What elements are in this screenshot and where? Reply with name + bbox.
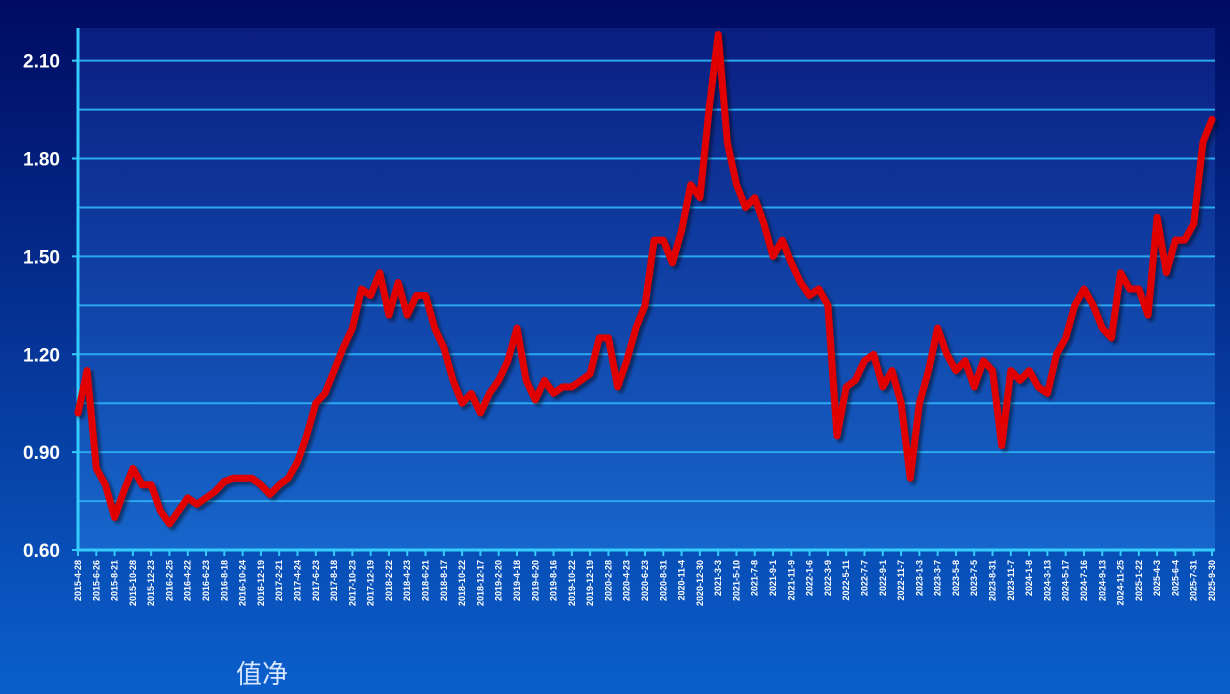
x-tick-label: 2023-7-5	[969, 560, 979, 596]
x-tick-label: 2021-11-9	[786, 560, 796, 601]
y-tick-label: 2.10	[23, 52, 60, 73]
series-line	[74, 31, 1216, 528]
x-tick-label: 2018-2-22	[384, 560, 394, 601]
x-tick-label: 2023-1-3	[914, 560, 924, 596]
x-tick-label: 2023-3-7	[933, 560, 943, 596]
y-tick-label: 0.60	[23, 541, 60, 562]
x-tick-label: 2020-4-23	[622, 560, 632, 601]
x-tick-label: 2017-12-19	[366, 560, 376, 606]
x-tick-label: 2023-8-31	[988, 560, 998, 601]
x-tick-label: 2017-2-21	[274, 560, 284, 601]
x-tick-label: 2018-4-23	[402, 560, 412, 601]
x-tick-label: 2024-7-16	[1079, 560, 1089, 601]
x-tick-label: 2019-4-18	[512, 560, 522, 601]
x-tick-label: 2020-11-4	[677, 560, 687, 601]
x-tick-label: 2019-6-20	[530, 560, 540, 601]
x-tick-label: 2018-12-17	[475, 560, 485, 606]
x-tick-label: 2023-5-8	[951, 560, 961, 596]
x-tick-label: 2025-9-30	[1207, 560, 1217, 601]
x-tick-label: 2018-10-22	[457, 560, 467, 606]
x-tick-label: 2022-7-7	[859, 560, 869, 596]
y-tick-label: 0.90	[23, 443, 60, 464]
x-tick-label: 2025-6-4	[1170, 560, 1180, 596]
x-tick-label: 2016-6-23	[201, 560, 211, 601]
x-tick-label: 2015-6-26	[91, 560, 101, 601]
x-tick-label: 2019-10-22	[567, 560, 577, 606]
x-tick-label: 2021-5-10	[731, 560, 741, 601]
x-tick-label: 2022-3-9	[823, 560, 833, 596]
x-tick-label: 2020-8-31	[658, 560, 668, 601]
x-tick-label: 2020-6-23	[640, 560, 650, 601]
x-tick-label: 2015-10-28	[128, 560, 138, 606]
x-tick-label: 2018-8-17	[439, 560, 449, 601]
y-tick-label: 1.50	[23, 247, 60, 268]
x-tick-label: 2016-4-22	[183, 560, 193, 601]
x-tick-label: 2024-9-13	[1097, 560, 1107, 601]
x-tick-label: 2022-9-1	[878, 560, 888, 596]
x-tick-label: 2016-2-25	[164, 560, 174, 601]
x-tick-label: 2025-7-31	[1189, 560, 1199, 601]
x-tick-label: 2022-5-11	[841, 560, 851, 601]
x-tick-label: 2019-12-19	[585, 560, 595, 606]
x-tick-label: 2023-11-7	[1006, 560, 1016, 601]
x-tick-label: 2024-3-13	[1042, 560, 1052, 601]
x-tick-label: 2015-8-21	[110, 560, 120, 601]
x-tick-label: 2020-12-30	[695, 560, 705, 606]
x-tick-label: 2017-6-23	[311, 560, 321, 601]
x-tick-label: 2016-8-18	[219, 560, 229, 601]
x-tick-label: 2021-7-8	[750, 560, 760, 596]
x-tick-label: 2017-8-18	[329, 560, 339, 601]
x-tick-label: 2024-1-8	[1024, 560, 1034, 596]
x-tick-label: 2025-1-22	[1134, 560, 1144, 601]
x-tick-label: 2016-10-24	[238, 560, 248, 606]
x-tick-label: 2022-1-6	[805, 560, 815, 596]
legend-label: 值净	[236, 659, 288, 689]
x-tick-label: 2022-11-7	[896, 560, 906, 601]
y-tick-label: 1.20	[23, 345, 60, 366]
x-tick-label: 2025-4-3	[1152, 560, 1162, 596]
x-tick-label: 2019-8-16	[549, 560, 559, 601]
x-tick-label: 2017-10-23	[347, 560, 357, 606]
x-tick-label: 2015-12-23	[146, 560, 156, 606]
x-tick-label: 2024-5-17	[1061, 560, 1071, 601]
x-tick-label: 2021-3-3	[713, 560, 723, 596]
x-tick-label: 2024-11-25	[1116, 560, 1126, 606]
x-tick-label: 2016-12-19	[256, 560, 266, 606]
x-tick-label: 2018-6-21	[421, 560, 431, 601]
x-tick-label: 2015-4-28	[73, 560, 83, 601]
x-tick-label: 2021-9-1	[768, 560, 778, 596]
x-tick-label: 2020-2-28	[603, 560, 613, 601]
x-tick-label: 2017-4-24	[292, 560, 302, 601]
y-tick-label: 1.80	[23, 150, 60, 171]
x-tick-label: 2019-2-20	[494, 560, 504, 601]
